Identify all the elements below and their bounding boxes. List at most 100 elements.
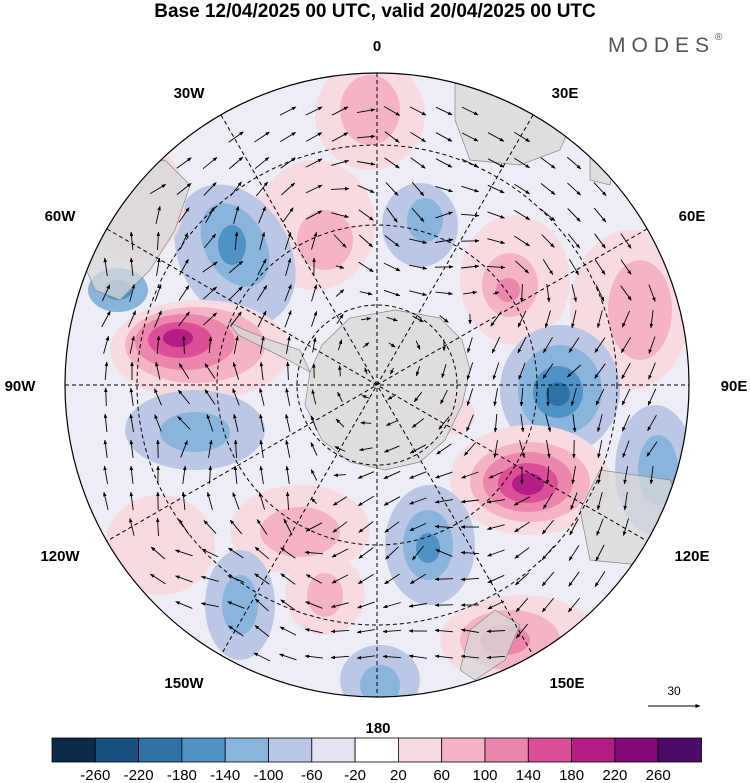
wind-arrow xyxy=(104,361,109,381)
wind-arrow xyxy=(178,363,190,379)
wind-arrow xyxy=(593,182,607,196)
wind-arrow xyxy=(593,207,607,223)
wind-arrow xyxy=(415,340,421,350)
wind-arrow xyxy=(409,573,426,585)
wind-arrow xyxy=(594,571,606,587)
wind-arrow xyxy=(208,439,213,458)
wind-arrow xyxy=(203,233,217,249)
wind-arrow xyxy=(228,260,244,274)
lon-label-60w: 60W xyxy=(45,208,77,225)
wind-arrow xyxy=(595,284,605,302)
wind-arrow xyxy=(460,628,479,633)
wind-arrow xyxy=(103,257,108,276)
anomaly-blobs xyxy=(85,73,689,697)
lon-label-120e: 120E xyxy=(674,548,709,565)
wind-arrow xyxy=(254,625,270,637)
colorbar-swatch xyxy=(614,737,659,763)
wind-arrow xyxy=(180,440,188,458)
wind-arrow xyxy=(461,106,479,116)
wind-arrow xyxy=(487,600,505,610)
wind-arrow xyxy=(233,439,238,459)
wind-arrow xyxy=(358,547,374,559)
wind-arrow xyxy=(234,231,239,251)
wind-arrow xyxy=(621,310,631,328)
wind-arrow xyxy=(176,183,192,195)
wind-arrow xyxy=(519,387,524,407)
wind-arrow xyxy=(648,284,656,302)
wind-arrow xyxy=(384,131,400,143)
wind-arrow xyxy=(383,289,401,297)
wind-arrow xyxy=(156,257,161,276)
colorbar-swatch xyxy=(138,737,183,763)
wind-arrow xyxy=(541,234,555,248)
wind-arrow xyxy=(254,131,270,143)
wind-arrow xyxy=(409,238,428,244)
wind-arrow xyxy=(487,574,505,584)
colorbar-tick-label: -140 xyxy=(210,767,240,783)
wind-arrow xyxy=(621,414,631,432)
wind-arrow xyxy=(544,310,551,329)
lon-label-150w: 150W xyxy=(164,675,204,692)
wind-arrow xyxy=(232,361,240,380)
wind-arrow xyxy=(305,601,323,609)
wind-arrow xyxy=(283,518,293,536)
wind-arrow xyxy=(103,413,108,433)
wind-arrow xyxy=(409,264,428,270)
wind-arrow xyxy=(648,336,656,354)
colorbar-swatch xyxy=(571,737,616,763)
wind-arrow xyxy=(285,491,290,511)
wind-arrow xyxy=(596,310,603,329)
wind-arrow xyxy=(466,414,474,432)
wind-arrow xyxy=(335,289,345,297)
wind-arrow xyxy=(129,439,134,458)
wind-arrow xyxy=(435,211,453,219)
wind-arrow xyxy=(435,106,453,116)
wind-arrow xyxy=(491,336,501,354)
wind-arrow xyxy=(150,573,166,585)
lon-label-30w: 30W xyxy=(174,85,206,102)
wind-arrow xyxy=(129,387,134,406)
wind-arrow xyxy=(280,132,297,142)
wind-arrow xyxy=(596,518,604,536)
wind-arrow xyxy=(256,519,268,535)
wind-arrow xyxy=(487,238,506,245)
wind-arrow xyxy=(570,388,577,407)
wind-arrow xyxy=(649,310,654,329)
wind-arrow xyxy=(331,548,349,558)
wind-arrow xyxy=(411,418,424,428)
wind-arrow xyxy=(514,157,530,169)
wind-arrow xyxy=(337,391,343,403)
wind-arrow xyxy=(358,234,374,248)
wind-arrow xyxy=(435,185,454,193)
wind-arrow xyxy=(181,335,186,355)
wind-arrow xyxy=(156,335,161,355)
wind-arrow xyxy=(568,545,580,561)
wind-arrow xyxy=(311,497,317,505)
wind-arrow xyxy=(204,363,216,379)
wind-arrow xyxy=(201,548,219,558)
wind-arrow xyxy=(333,473,347,477)
wind-arrow xyxy=(487,211,505,219)
wind-arrow xyxy=(156,231,161,251)
colorbar-tick-label: -260 xyxy=(80,767,110,783)
wind-arrow xyxy=(408,603,427,608)
wind-arrow xyxy=(434,499,453,504)
wind-arrow xyxy=(386,207,398,223)
wind-arrow xyxy=(255,181,269,197)
wind-arrow xyxy=(101,310,111,328)
wind-arrow xyxy=(413,391,423,403)
wind-arrow xyxy=(596,492,603,511)
wind-arrow xyxy=(337,339,343,351)
wind-arrow xyxy=(150,184,167,194)
wind-arrow xyxy=(335,418,345,428)
wind-arrow xyxy=(490,311,502,327)
wind-arrow xyxy=(568,571,580,587)
wind-arrow xyxy=(571,310,577,329)
wind-arrow xyxy=(436,443,452,455)
wind-arrow xyxy=(595,388,605,406)
wind-arrow xyxy=(310,442,318,456)
wind-arrow xyxy=(492,291,500,295)
wind-arrow xyxy=(567,233,581,249)
wind-arrow xyxy=(514,235,530,247)
wind-arrow xyxy=(331,574,349,584)
